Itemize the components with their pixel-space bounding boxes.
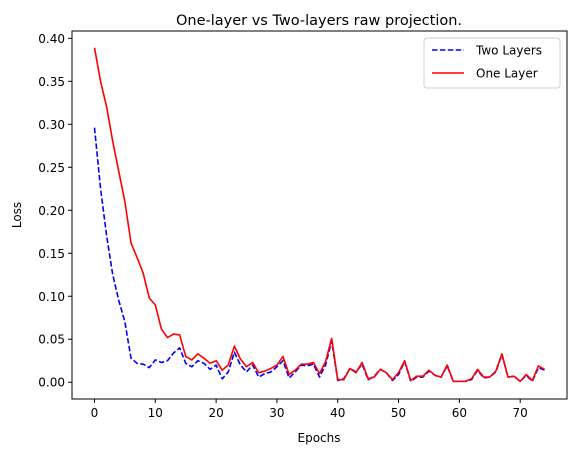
- y-axis-label: Loss: [10, 202, 24, 228]
- y-tick-label: 0.15: [38, 247, 65, 261]
- legend-label-one-layer: One Layer: [476, 67, 538, 81]
- y-tick-label: 0.20: [38, 204, 65, 218]
- x-tick-label: 60: [452, 406, 467, 420]
- y-tick-label: 0.30: [38, 118, 65, 132]
- lines-layer: [93, 47, 545, 383]
- x-tick-label: 40: [330, 406, 345, 420]
- x-tick-label: 20: [208, 406, 223, 420]
- y-tick-label: 0.40: [38, 32, 65, 46]
- y-tick-label: 0.10: [38, 290, 65, 304]
- chart-title: One-layer vs Two-layers raw projection.: [176, 13, 462, 29]
- y-tick-label: 0.35: [38, 75, 65, 89]
- x-tick-label: 0: [91, 406, 99, 420]
- x-tick-label: 10: [148, 406, 163, 420]
- y-tick-label: 0.25: [38, 161, 65, 175]
- y-tick-label: 0.05: [38, 333, 65, 347]
- x-tick-label: 30: [269, 406, 284, 420]
- plot-frame: [71, 30, 568, 400]
- series-line-one-layer: [93, 47, 545, 383]
- x-tick-label: 50: [391, 406, 406, 420]
- y-ticks: 0.00 0.05 0.10 0.15 0.20 0.25 0.30 0.35 0.40: [38, 32, 72, 390]
- y-tick-label: 0.00: [38, 376, 65, 390]
- x-ticks: 0 10 20 30 40 50 60 70: [91, 399, 528, 420]
- legend-label-two-layers: Two Layers: [475, 44, 542, 58]
- x-axis-label: Epochs: [298, 431, 341, 445]
- x-tick-label: 70: [513, 406, 528, 420]
- legend: Two Layers One Layer: [423, 37, 561, 89]
